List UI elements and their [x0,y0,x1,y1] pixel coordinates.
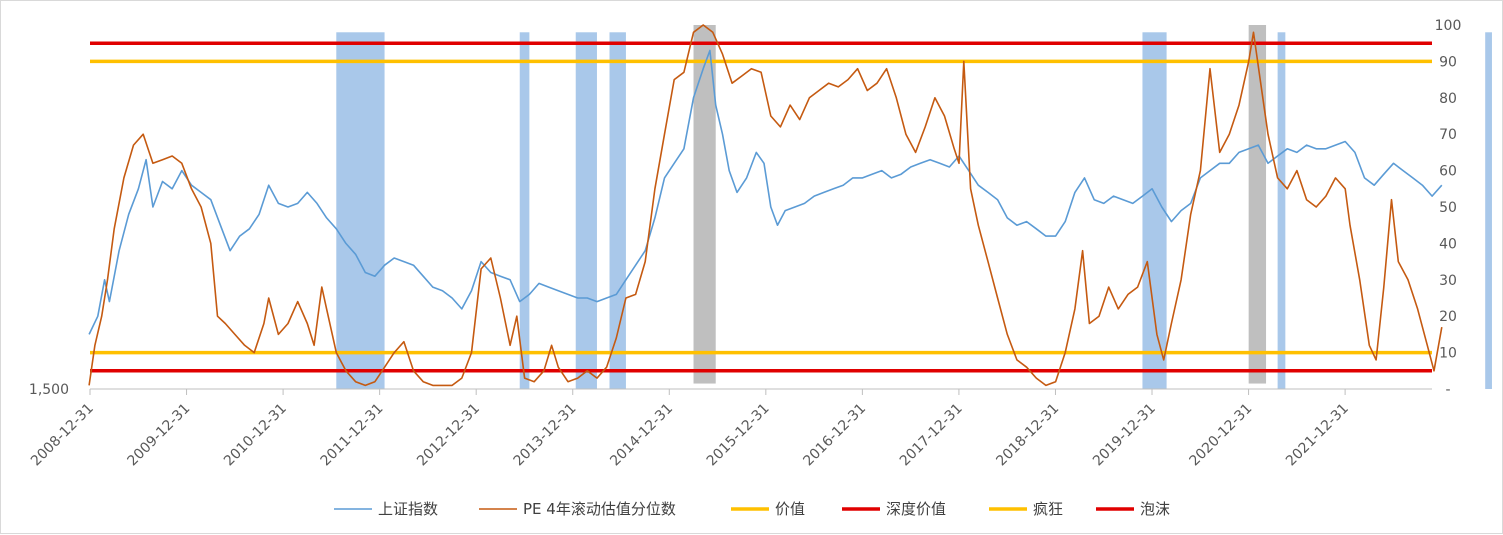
x-tick-label: 2018-12-31 [993,401,1062,470]
legend: 上证指数 PE 4年滚动估值分位数 价值 深度价值 疯狂 泡沫 [334,500,1170,518]
series-line-shanghai-index [88,49,1443,335]
right-tick-label: 50 [1439,200,1457,216]
shaded-period-blue [519,32,530,389]
reference-lines [90,41,1432,373]
x-tick-label: 2015-12-31 [704,401,773,470]
right-tick-label: 10 [1439,346,1457,362]
right-tick-label: 90 [1439,54,1457,70]
legend-label: 上证指数 [378,500,438,518]
legend-label: 疯狂 [1033,500,1063,518]
x-tick-label: 2012-12-31 [414,401,483,470]
left-axis-tick-label: 1,500 [29,382,69,398]
right-tick-label: 20 [1439,309,1457,325]
x-tick-label: 2016-12-31 [800,401,869,470]
shaded-period-blue [609,32,626,389]
x-tick-label: 2010-12-31 [221,401,290,470]
x-tick-label: 2020-12-31 [1187,401,1256,470]
shaded-periods [336,25,1492,389]
x-tick-label: 2008-12-31 [28,401,97,470]
x-tick-label: 2011-12-31 [318,401,387,470]
x-tick-label: 2021-12-31 [1283,401,1352,470]
x-tick-label: 2019-12-31 [1090,401,1159,470]
right-tick-label: - [1445,382,1450,398]
shaded-period-gray [693,25,716,384]
legend-label: 价值 [775,500,805,518]
x-axis-ticks: 2008-12-31 2009-12-31 2010-12-31 2011-12-31… [28,389,1352,469]
right-tick-label: 100 [1435,18,1462,34]
right-tick-label: 80 [1439,91,1457,107]
shaded-period-blue [1485,32,1492,389]
x-tick-label: 2009-12-31 [125,401,194,470]
right-tick-label: 70 [1439,127,1457,143]
legend-label: 深度价值 [886,500,946,518]
x-tick-label: 2017-12-31 [897,401,966,470]
right-tick-label: 30 [1439,273,1457,289]
shaded-period-blue [1142,32,1167,389]
x-tick-label: 2014-12-31 [607,401,676,470]
right-tick-label: 40 [1439,236,1457,252]
legend-label: PE 4年滚动估值分位数 [523,500,676,518]
shaded-period-gray [1248,25,1267,384]
x-tick-label: 2013-12-31 [511,401,580,470]
right-axis-ticks: - 10 20 30 40 50 60 70 80 90 100 [1435,18,1462,398]
series-line-pe-percentile [88,24,1443,387]
right-tick-label: 60 [1439,164,1457,180]
shaded-period-blue [1277,32,1286,389]
shaded-period-blue [336,32,385,389]
legend-label: 泡沫 [1140,500,1170,518]
shaded-period-blue [575,32,597,389]
series-lines [88,24,1443,387]
